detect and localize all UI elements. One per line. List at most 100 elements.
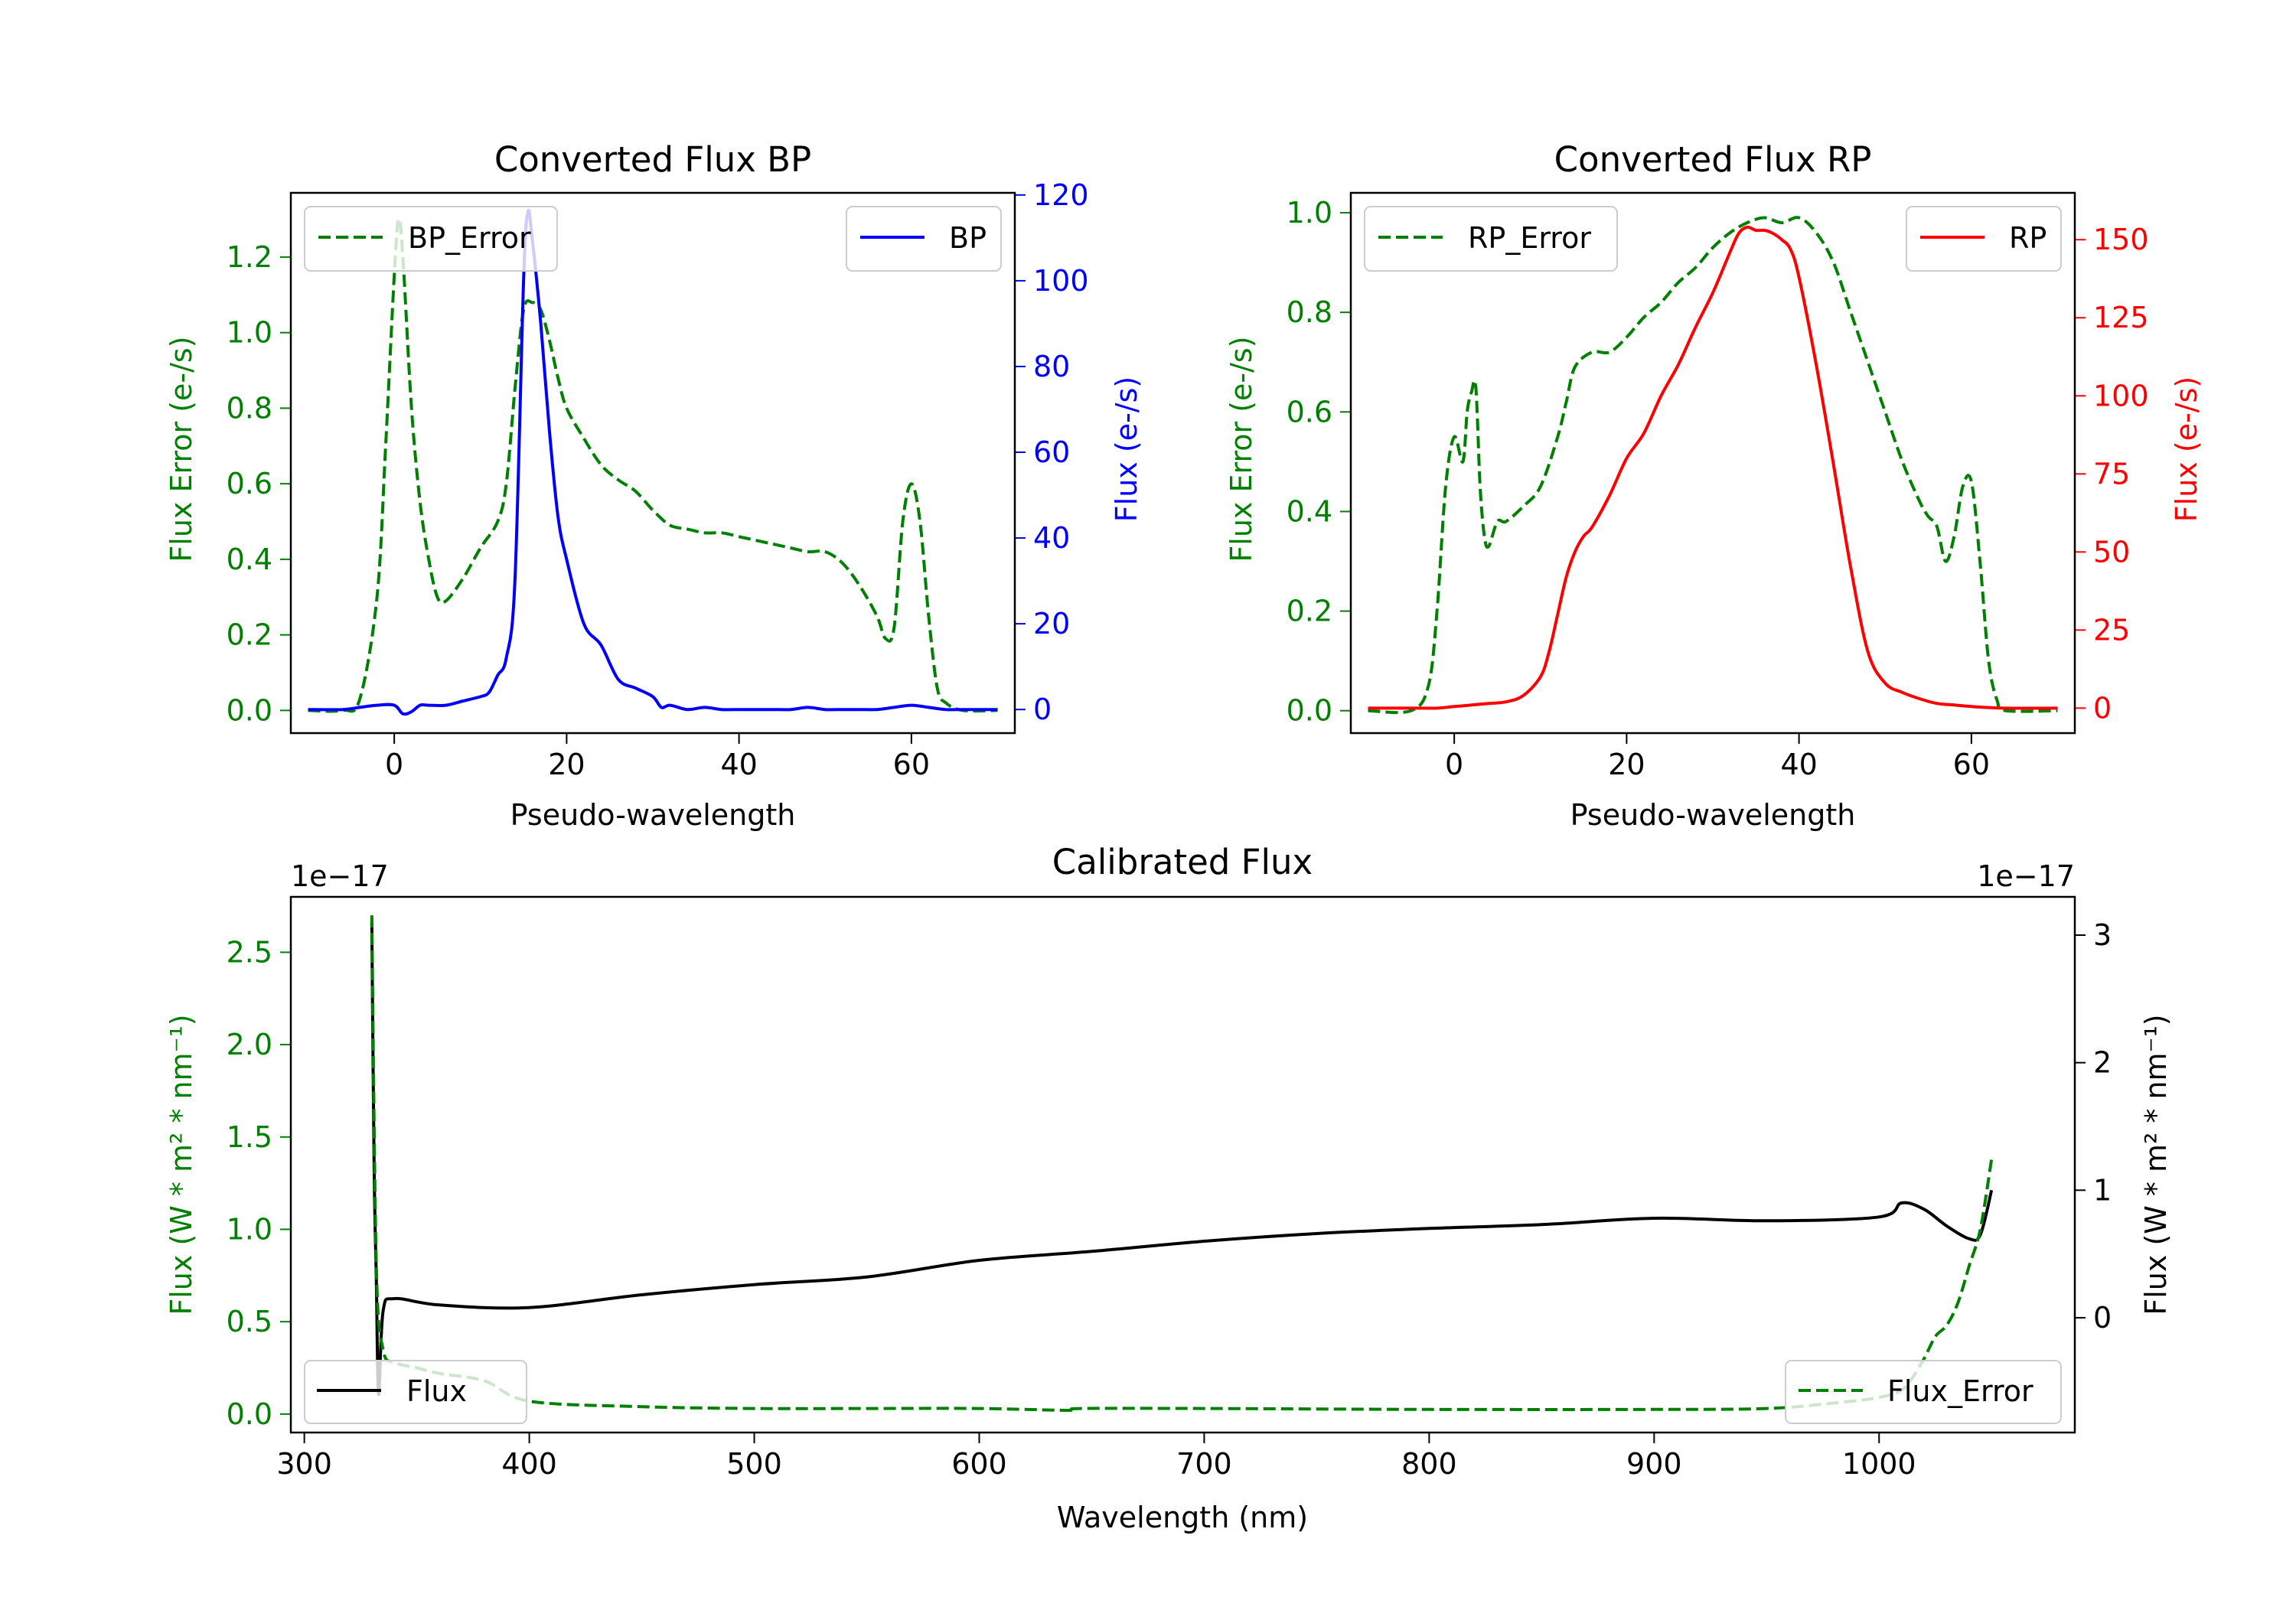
cal-right-tick-label: 1	[2093, 1173, 2112, 1207]
cal-left-tick-label: 0.0	[227, 1397, 272, 1431]
bp-right-tick-label: 100	[1033, 264, 1089, 298]
bp-left-tick-label: 0.2	[227, 618, 272, 652]
cal-x-tick-label: 800	[1401, 1447, 1457, 1481]
cal-left-offset-text: 1e−17	[291, 859, 389, 893]
cal-right-ticks: 0 1 2 3	[2075, 918, 2112, 1335]
cal-left-tick-label: 1.0	[227, 1212, 272, 1246]
cal-axes-frame	[289, 895, 2076, 1434]
bp-plot-area: 0 20 40 60 0.0 0.2 0.4 0.6 0.8 1.0 1.2 0 20 40 60 80 1…	[227, 178, 1089, 781]
bp-x-tick-label: 60	[893, 748, 930, 781]
bp-legend-right-label: BP	[949, 221, 987, 255]
cal-legend-left-label: Flux	[406, 1374, 467, 1408]
cal-right-y-axis-label: Flux (W * m² * nm⁻¹)	[2139, 1014, 2173, 1315]
cal-plot-area: 300 400 500 600 700 800 900 1000 0.0 0.5 1.0 1.5 2.…	[227, 895, 2112, 1481]
rp-right-ticks: 0 25 50 75 100 125 150	[2075, 223, 2149, 725]
rp-legend-left-box	[1364, 206, 1618, 272]
cal-left-tick-label: 2.5	[227, 935, 272, 969]
cal-legend-right-label: Flux_Error	[1887, 1374, 2033, 1408]
rp-right-tick-label: 75	[2093, 457, 2130, 491]
cal-right-tick-label: 2	[2093, 1046, 2112, 1080]
rp-x-ticks: 0 20 40 60	[1445, 733, 1990, 781]
bp-left-tick-label: 1.2	[227, 240, 272, 274]
cal-right-offset-text: 1e−17	[1977, 859, 2075, 893]
rp-axes-frame	[1349, 191, 2076, 735]
bp-x-tick-label: 0	[385, 748, 403, 781]
rp-left-tick-label: 0.4	[1287, 494, 1332, 528]
rp-left-tick-label: 0.8	[1287, 295, 1332, 329]
bp-right-tick-label: 80	[1033, 350, 1070, 383]
rp-left-tick-label: 0.0	[1287, 694, 1332, 728]
bp-right-tick-label: 20	[1033, 607, 1070, 641]
bp-legend-right: BP	[846, 206, 1002, 272]
rp-left-ticks: 0.0 0.2 0.4 0.6 0.8 1.0	[1287, 196, 1351, 728]
bp-left-tick-label: 0.0	[227, 693, 272, 727]
rp-plot-area: 0 20 40 60 0.0 0.2 0.4 0.6 0.8 1.0 0 25 50 75 100 125…	[1287, 191, 2149, 781]
cal-left-ticks: 0.0 0.5 1.0 1.5 2.0 2.5	[227, 935, 291, 1431]
bp-right-tick-label: 60	[1033, 435, 1070, 469]
rp-x-axis-label: Pseudo-wavelength	[1570, 798, 1856, 832]
rp-legend-left-label: RP_Error	[1468, 221, 1591, 255]
bp-series-bp	[308, 208, 998, 716]
bp-left-tick-label: 0.6	[227, 467, 272, 500]
rp-legend-right: RP	[1906, 206, 2062, 272]
subplot-bp: Converted Flux BP Pseudo-wavelength Flux…	[165, 139, 1143, 832]
bp-axes-frame	[289, 191, 1016, 735]
cal-legend-left-box	[304, 1360, 527, 1424]
rp-series	[1368, 216, 2058, 715]
rp-legend-right-label: RP	[2009, 221, 2047, 255]
cal-x-tick-label: 900	[1626, 1447, 1682, 1481]
bp-left-tick-label: 0.8	[227, 391, 272, 425]
rp-legend-left: RP_Error	[1364, 206, 1618, 272]
rp-x-tick-label: 60	[1953, 748, 1990, 781]
bp-x-axis-label: Pseudo-wavelength	[510, 798, 796, 832]
rp-series-rp	[1368, 225, 2058, 710]
rp-right-tick-label: 25	[2093, 613, 2130, 647]
rp-series-rp-error	[1368, 216, 2058, 715]
bp-left-y-axis-label: Flux Error (e-/s)	[165, 336, 198, 562]
cal-legend-left: Flux	[304, 1360, 527, 1424]
bp-title: Converted Flux BP	[494, 139, 811, 180]
bp-legend-left-box	[304, 206, 558, 272]
bp-left-tick-label: 0.4	[227, 543, 272, 576]
cal-right-tick-label: 3	[2093, 918, 2112, 952]
bp-left-ticks: 0.0 0.2 0.4 0.6 0.8 1.0 1.2	[227, 240, 291, 727]
bp-legend-left-label: BP_Error	[408, 221, 531, 255]
rp-x-tick-label: 20	[1608, 748, 1645, 781]
cal-x-axis-label: Wavelength (nm)	[1057, 1501, 1308, 1534]
cal-x-tick-label: 600	[951, 1447, 1007, 1481]
cal-legend-right-box	[1785, 1360, 2062, 1424]
rp-left-tick-label: 1.0	[1287, 196, 1332, 230]
bp-right-y-axis-label: Flux (e-/s)	[1110, 376, 1143, 522]
rp-left-y-axis-label: Flux Error (e-/s)	[1225, 336, 1258, 562]
bp-right-tick-label: 40	[1033, 521, 1070, 555]
subplot-rp: Converted Flux RP Pseudo-wavelength Flux…	[1225, 139, 2203, 832]
cal-title: Calibrated Flux	[1052, 842, 1313, 882]
rp-right-tick-label: 100	[2093, 379, 2149, 412]
rp-title: Converted Flux RP	[1554, 139, 1872, 180]
bp-series-bp-error	[308, 217, 998, 713]
rp-right-y-axis-label: Flux (e-/s)	[2170, 376, 2203, 522]
rp-x-tick-label: 40	[1780, 748, 1817, 781]
rp-right-tick-label: 50	[2093, 535, 2130, 569]
rp-left-tick-label: 0.6	[1287, 395, 1332, 429]
subplot-calibrated: Calibrated Flux 1e−17 1e−17 Wavelength (…	[165, 842, 2173, 1534]
bp-left-tick-label: 1.0	[227, 316, 272, 350]
bp-x-tick-label: 40	[720, 748, 757, 781]
bp-x-tick-label: 20	[548, 748, 585, 781]
bp-right-ticks: 0 20 40 60 80 100 120	[1015, 178, 1089, 726]
bp-legend-left: BP_Error	[304, 206, 558, 272]
cal-x-tick-label: 400	[501, 1447, 557, 1481]
rp-right-tick-label: 0	[2093, 691, 2112, 725]
cal-x-tick-label: 300	[276, 1447, 332, 1481]
cal-x-tick-label: 700	[1176, 1447, 1232, 1481]
cal-left-tick-label: 2.0	[227, 1028, 272, 1061]
cal-left-y-axis-label: Flux (W * m² * nm⁻¹)	[165, 1014, 198, 1315]
cal-left-tick-label: 0.5	[227, 1305, 272, 1338]
cal-legend-right: Flux_Error	[1785, 1360, 2062, 1424]
rp-x-tick-label: 0	[1445, 748, 1463, 781]
rp-right-tick-label: 125	[2093, 301, 2149, 334]
cal-left-tick-label: 1.5	[227, 1120, 272, 1154]
bp-right-tick-label: 120	[1033, 178, 1089, 212]
cal-x-ticks: 300 400 500 600 700 800 900 1000	[276, 1433, 1916, 1481]
cal-right-tick-label: 0	[2093, 1301, 2112, 1335]
